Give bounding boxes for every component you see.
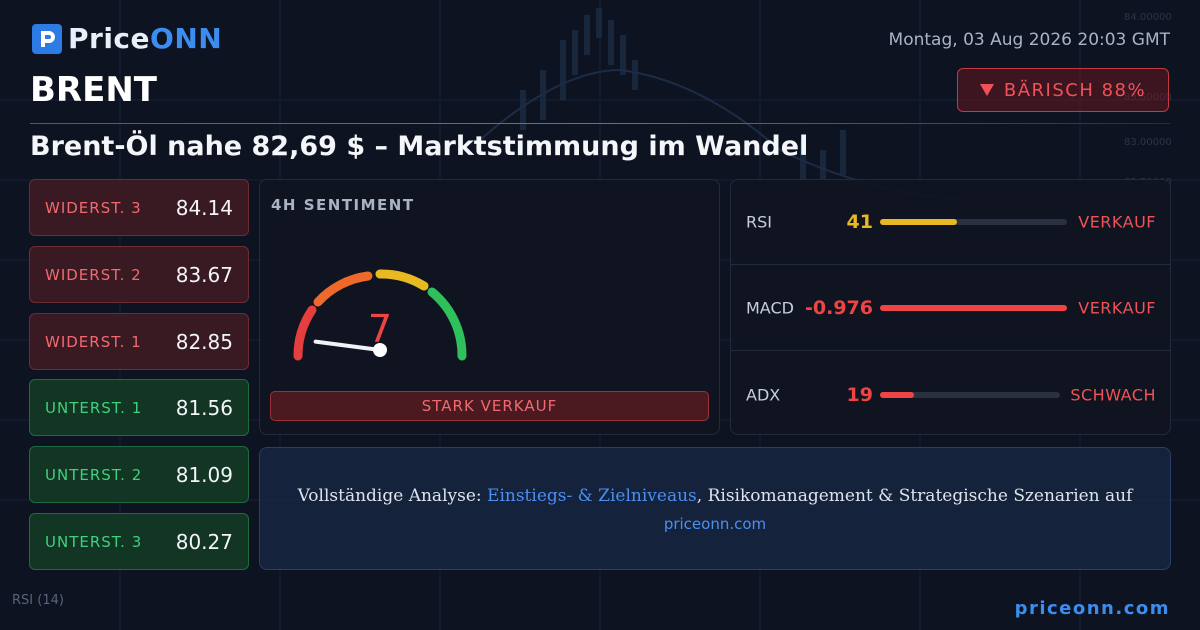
logo-p-icon [32, 23, 62, 54]
level-value: 80.27 [175, 529, 233, 554]
indicator-row-macd: MACD -0.976 VERKAUF [731, 266, 1170, 351]
indicator-signal: VERKAUF [1078, 298, 1156, 318]
indicator-value: -0.976 [805, 297, 873, 319]
level-value: 84.14 [175, 195, 233, 220]
background-chart-label: RSI (14) [12, 593, 64, 608]
gauge-needle [313, 339, 382, 352]
brand-name-part1: Price [68, 22, 151, 55]
footer-url[interactable]: priceonn.com [1014, 598, 1170, 619]
indicator-name: ADX [746, 385, 781, 404]
svg-text:83.50000: 83.50000 [1124, 92, 1172, 103]
promo-url[interactable]: priceonn.com [663, 515, 767, 533]
triangle-down-icon [979, 84, 994, 96]
brand-name: PriceONN [68, 22, 222, 55]
indicator-name: MACD [746, 298, 794, 318]
promo-link[interactable]: Einstiegs- & Zielniveaus [487, 486, 697, 506]
gauge-arc-green [427, 287, 467, 361]
sentiment-title: 4H SENTIMENT [271, 196, 415, 214]
indicator-bar [880, 305, 1067, 311]
promo-text-after: , Risikomanagement & Strategische Szenar… [696, 486, 1133, 506]
level-label: UNTERST. 1 [45, 398, 143, 417]
chart-label: RSI [12, 593, 34, 608]
support-3-card: UNTERST. 3 80.27 [29, 513, 249, 570]
level-label: WIDERST. 3 [45, 198, 142, 217]
promo-text-before: Vollständige Analyse: [297, 486, 488, 506]
sentiment-signal: STARK VERKAUF [270, 391, 709, 421]
indicator-bar [880, 219, 1067, 225]
indicator-bar-fill [880, 219, 957, 225]
gauge-pivot [373, 343, 387, 357]
timestamp: Montag, 03 Aug 2026 20:03 GMT [888, 30, 1170, 50]
indicator-bar-fill [880, 305, 1067, 311]
indicator-bar [880, 391, 1060, 398]
brand-name-part2: ONN [150, 22, 223, 55]
gauge-arc-yellow [375, 269, 429, 291]
support-1-card: UNTERST. 1 81.56 [29, 379, 249, 436]
level-label: WIDERST. 2 [45, 265, 142, 284]
indicator-signal: SCHWACH [1070, 385, 1156, 404]
sentiment-badge-label: BÄRISCH 88% [1003, 79, 1147, 101]
indicator-signal: VERKAUF [1078, 212, 1156, 232]
support-2-card: UNTERST. 2 81.09 [29, 446, 249, 503]
svg-text:83.00000: 83.00000 [1124, 137, 1172, 148]
sentiment-badge: BÄRISCH 88% [957, 68, 1169, 112]
resistance-3-card: WIDERST. 3 84.14 [29, 179, 249, 236]
indicator-value: 19 [846, 383, 873, 406]
promo-text: Vollständige Analyse: Einstiegs- & Zieln… [260, 486, 1170, 506]
gauge-score: 7 [368, 307, 392, 351]
chart-period: (14) [37, 593, 64, 608]
level-value: 83.67 [175, 262, 233, 287]
sentiment-gauge: 7 [293, 269, 467, 361]
level-label: UNTERST. 3 [45, 532, 143, 551]
level-value: 82.85 [175, 329, 233, 354]
indicators-panel: RSI 41 VERKAUF MACD -0.976 VERKAUF ADX 1… [730, 179, 1171, 435]
level-value: 81.09 [175, 462, 233, 487]
headline: Brent-Öl nahe 82,69 $ – Marktstimmung im… [30, 131, 809, 162]
sentiment-panel: 4H SENTIMENT 7 STARK VERKAUF [259, 179, 720, 435]
indicator-row-rsi: RSI 41 VERKAUF [731, 180, 1170, 265]
header-divider [30, 123, 1170, 124]
indicator-value: 41 [846, 211, 873, 233]
gauge-arc-orange [313, 271, 373, 307]
resistance-2-card: WIDERST. 2 83.67 [29, 246, 249, 303]
indicator-bar-fill [880, 391, 915, 398]
brand-logo[interactable]: PriceONN [32, 22, 222, 55]
indicator-row-adx: ADX 19 SCHWACH [731, 352, 1170, 437]
gauge-arc-red [293, 305, 317, 361]
level-value: 81.56 [175, 395, 233, 420]
svg-text:84.00000: 84.00000 [1124, 12, 1172, 23]
resistance-1-card: WIDERST. 1 82.85 [29, 313, 249, 370]
analysis-promo[interactable]: Vollständige Analyse: Einstiegs- & Zieln… [259, 447, 1171, 570]
symbol-title: BRENT [30, 70, 157, 110]
indicator-name: RSI [746, 212, 772, 232]
level-label: WIDERST. 1 [45, 332, 142, 351]
level-label: UNTERST. 2 [45, 465, 143, 484]
